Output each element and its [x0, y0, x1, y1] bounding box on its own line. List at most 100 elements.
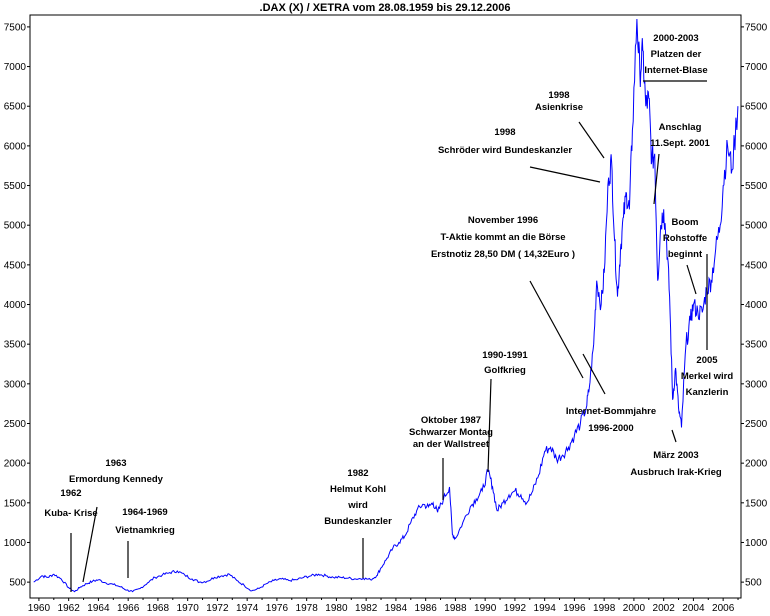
annotation-pointer [653, 153, 660, 205]
annotation-line: Asienkrise [535, 102, 583, 113]
x-tick-label: 1986 [415, 603, 438, 614]
annotation-line: beginnt [668, 249, 703, 260]
x-tick-label: 1996 [563, 603, 586, 614]
annotations: 1962 Kuba- Krise 1963 Ermordung Kennedy 1964… [44, 33, 733, 536]
annotation-pointer [82, 506, 98, 583]
y-tick-label-left: 2000 [4, 459, 27, 470]
y-tick-label-right: 2500 [745, 419, 768, 430]
y-tick-label-right: 6500 [745, 102, 768, 113]
y-tick-label-left: 1000 [4, 538, 27, 549]
y-tick-label-left: 6000 [4, 141, 27, 152]
annotation-line: an der Wallstreet [413, 439, 490, 450]
x-tick-label: 1994 [534, 603, 557, 614]
x-tick-label: 1960 [28, 603, 51, 614]
annotation-line: Merkel wird [681, 371, 733, 382]
y-tick-label-left: 4500 [4, 260, 27, 271]
x-tick-label: 1964 [87, 603, 110, 614]
x-tick-label: 1988 [444, 603, 467, 614]
annotation-1: 1962 Kuba- Krise [44, 488, 97, 519]
annotation-line: November 1996 [468, 215, 538, 226]
x-tick-label: 1980 [325, 603, 348, 614]
annotation-line: Oktober 1987 [421, 415, 481, 426]
annotation-line: Erstnotiz 28,50 DM ( 14,32Euro ) [431, 249, 575, 260]
annotation-line: Schwarzer Montag [409, 427, 493, 438]
plot-area [29, 14, 742, 599]
y-tick-label-left: 1500 [4, 498, 27, 509]
annotation-line: März 2003 [653, 450, 698, 461]
annotation-line: wird [347, 500, 368, 511]
annotation-line: Ausbruch Irak-Krieg [630, 467, 722, 478]
x-tick-label: 1998 [593, 603, 616, 614]
x-tick-label: 1978 [296, 603, 319, 614]
annotation-line: Internet-Blase [644, 65, 707, 76]
y-tick-label-right: 2000 [745, 459, 768, 470]
y-tick-label-right: 4000 [745, 300, 768, 311]
annotation-10: 1998 Schröder wird Bundeskanzler [438, 127, 572, 156]
annotation-pointer [686, 264, 697, 295]
annotation-line: Kuba- Krise [44, 508, 97, 519]
y-tick-label-right: 5500 [745, 181, 768, 192]
annotation-line: Bundeskanzler [324, 516, 392, 527]
annotation-line: Anschlag [659, 122, 702, 133]
annotation-15: März 2003 Ausbruch Irak-Krieg [630, 450, 722, 478]
y-tick-label-left: 7000 [4, 62, 27, 73]
x-tick-label: 1970 [177, 603, 200, 614]
annotation-pointer [529, 166, 601, 183]
annotation-2: 1963 Ermordung Kennedy [69, 458, 164, 485]
x-tick-label: 1982 [355, 603, 378, 614]
annotation-line: Helmut Kohl [330, 484, 386, 495]
x-tick-label: 2004 [682, 603, 705, 614]
y-tick-label-left: 6500 [4, 102, 27, 113]
y-tick-label-right: 4500 [745, 260, 768, 271]
y-tick-label-left: 7500 [4, 22, 27, 33]
y-tick-label-right: 6000 [745, 141, 768, 152]
annotation-12: Anschlag 11.Sept. 2001 [650, 122, 710, 149]
annotation-line: Ermordung Kennedy [69, 474, 164, 485]
annotation-pointers [70, 80, 708, 592]
annotation-line: 1964-1969 [122, 507, 167, 518]
annotation-line: 1998 [494, 127, 515, 138]
annotation-11: 2000-2003 Platzen der Internet-Blase [644, 33, 707, 76]
x-tick-label: 1962 [58, 603, 81, 614]
y-tick-label-left: 500 [9, 578, 26, 589]
chart-title: .DAX (X) / XETRA vom 28.08.1959 bis 29.1… [260, 2, 511, 14]
annotation-line: T-Aktie kommt an die Börse [440, 232, 565, 243]
y-tick-label-left: 2500 [4, 419, 27, 430]
x-tick-label: 1984 [385, 603, 408, 614]
annotation-pointer [671, 429, 677, 443]
annotation-line: 1998 [548, 90, 569, 101]
annotation-pointer [578, 121, 605, 159]
x-tick-label: 1966 [117, 603, 140, 614]
annotation-4: 1982 Helmut Kohl wird Bundeskanzler [324, 468, 392, 527]
y-tick-label-right: 1500 [745, 498, 768, 509]
annotation-line: 2000-2003 [653, 33, 698, 44]
dax-series-line [33, 18, 739, 593]
y-tick-label-left: 5000 [4, 221, 27, 232]
y-tick-label-left: 3000 [4, 379, 27, 390]
x-tick-label: 2002 [653, 603, 676, 614]
y-tick-label-right: 7500 [745, 22, 768, 33]
annotation-line: Kanzlerin [686, 387, 729, 398]
y-tick-label-right: 3500 [745, 340, 768, 351]
annotation-line: Internet-Bommjahre [566, 406, 656, 417]
x-tick-label: 1968 [147, 603, 170, 614]
annotation-line: 11.Sept. 2001 [650, 138, 710, 149]
annotation-13: Boom Rohstoffe beginnt [663, 217, 707, 260]
annotation-line: Schröder wird Bundeskanzler [438, 145, 572, 156]
y-tick-label-right: 7000 [745, 62, 768, 73]
annotation-line: Platzen der [651, 49, 702, 60]
y-tick-label-left: 3500 [4, 340, 27, 351]
annotation-14: 2005 Merkel wird Kanzlerin [681, 355, 733, 398]
annotation-line: 1963 [105, 458, 126, 469]
annotation-8: Internet-Bommjahre 1996-2000 [566, 406, 656, 434]
y-tick-label-left: 5500 [4, 181, 27, 192]
y-tick-label-right: 500 [745, 578, 762, 589]
annotation-pointer [487, 378, 492, 473]
y-tick-label-right: 1000 [745, 538, 768, 549]
x-tick-label: 1976 [266, 603, 289, 614]
y-tick-label-right: 3000 [745, 379, 768, 390]
x-tick-label: 1992 [504, 603, 527, 614]
annotation-line: 1962 [60, 488, 81, 499]
